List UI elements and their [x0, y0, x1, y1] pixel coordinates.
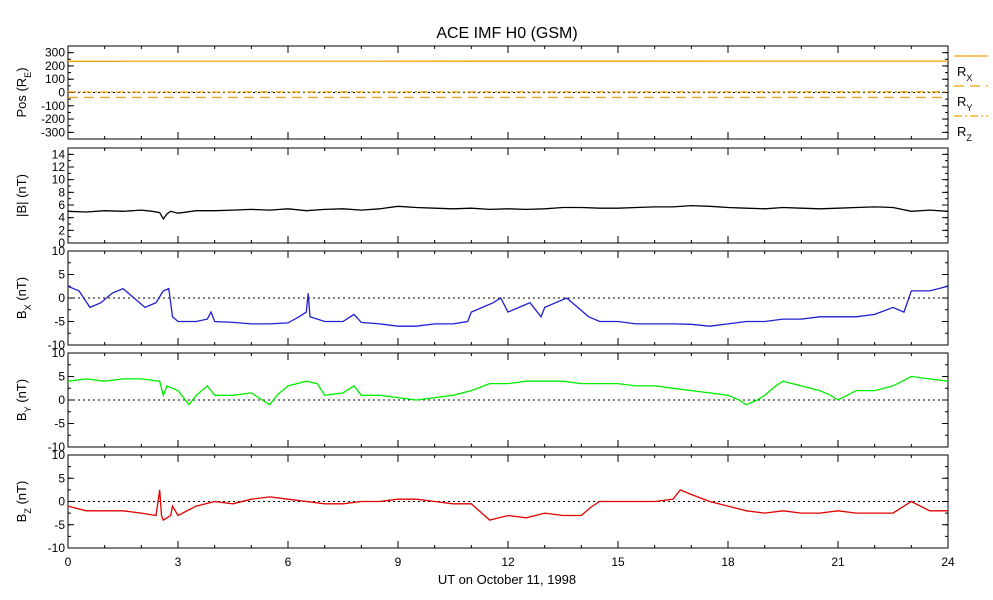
y-tick-label: 12 — [52, 160, 66, 174]
y-tick-label: -5 — [54, 417, 65, 431]
series-line-bx — [67, 285, 949, 327]
y-tick-label: -300 — [41, 125, 65, 139]
y-tick-label: -200 — [41, 112, 65, 126]
y-axis-title-bmag: |B| (nT) — [14, 174, 29, 217]
y-axis-title-bx: BX (nT) — [14, 277, 33, 319]
y-tick-label: -10 — [48, 440, 66, 454]
y-tick-label: -5 — [54, 518, 65, 532]
x-axis-title: UT on October 11, 1998 — [438, 572, 576, 587]
y-tick-label: 5 — [58, 268, 65, 282]
x-tick-label: 9 — [395, 555, 402, 569]
y-tick-label: 0 — [58, 291, 65, 305]
y-tick-label: 10 — [52, 346, 66, 360]
x-tick-label: 15 — [611, 555, 625, 569]
legend-label-y: RY — [957, 94, 972, 113]
y-axis-title-by: BY (nT) — [14, 379, 33, 421]
panel-bz: -10 -5 0 5 10 BZ (nT) — [14, 448, 949, 555]
x-tick-label: 0 — [65, 555, 72, 569]
y-tick-label: 2 — [58, 223, 65, 237]
x-tick-label: 3 — [175, 555, 182, 569]
legend-label-x: RX — [957, 64, 972, 83]
x-tick-label: 18 — [721, 555, 735, 569]
y-tick-label: 10 — [52, 244, 66, 258]
series-line-bz — [67, 489, 948, 522]
y-tick-label: 14 — [52, 147, 66, 161]
x-tick-label: 6 — [285, 555, 292, 569]
y-tick-label: 0 — [58, 495, 65, 509]
y-tick-label: 0 — [58, 236, 65, 250]
y-tick-label: 4 — [58, 211, 65, 225]
y-tick-label: 6 — [58, 198, 65, 212]
y-tick-label: 5 — [58, 471, 65, 485]
panel-frame — [67, 147, 949, 244]
y-tick-label: 200 — [45, 59, 65, 73]
panel-bx: -10 -5 0 5 10 BX (nT) — [14, 244, 949, 352]
y-tick-label: 10 — [52, 173, 66, 187]
x-tick-label: 24 — [941, 555, 955, 569]
y-tick-label: 10 — [52, 448, 66, 462]
y-tick-label: 300 — [45, 46, 65, 60]
y-tick-label: 5 — [58, 370, 65, 384]
panel-by: -10 -5 0 5 10 BY (nT) — [14, 346, 949, 454]
y-tick-label: 100 — [45, 72, 65, 86]
legend-label-z: RZ — [957, 124, 972, 143]
series-line-bmag — [67, 204, 949, 221]
chart-title: ACE IMF H0 (GSM) — [436, 25, 577, 42]
y-tick-label: -100 — [41, 99, 65, 113]
series-line-by — [67, 375, 949, 406]
y-tick-label: -5 — [54, 315, 65, 329]
y-tick-label: 0 — [58, 86, 65, 100]
y-axis-title-bz: BZ (nT) — [14, 481, 33, 523]
y-tick-label: 8 — [58, 185, 65, 199]
y-tick-label: 0 — [58, 393, 65, 407]
x-tick-label: 21 — [831, 555, 845, 569]
y-axis-title-pos: Pos (RE) — [14, 67, 33, 117]
x-tick-label: 12 — [501, 555, 515, 569]
y-tick-label: -10 — [48, 541, 66, 555]
y-tick-label: -10 — [48, 338, 66, 352]
